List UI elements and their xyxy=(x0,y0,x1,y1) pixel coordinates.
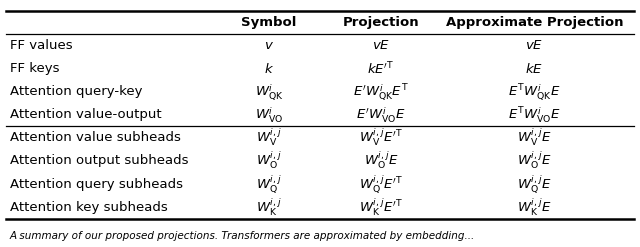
Text: $W_{\mathrm{O}}^{i,j}$: $W_{\mathrm{O}}^{i,j}$ xyxy=(256,150,282,171)
Text: $E'W_{\mathrm{VO}}^{i}E$: $E'W_{\mathrm{VO}}^{i}E$ xyxy=(356,105,406,124)
Text: $W_{\mathrm{V}}^{i,j}$: $W_{\mathrm{V}}^{i,j}$ xyxy=(256,127,282,148)
Text: $W_{\mathrm{K}}^{i,j}$: $W_{\mathrm{K}}^{i,j}$ xyxy=(256,197,282,218)
Text: Attention output subheads: Attention output subheads xyxy=(10,154,188,167)
Text: Attention query subheads: Attention query subheads xyxy=(10,178,182,190)
Text: $kE'^{\mathrm{T}}$: $kE'^{\mathrm{T}}$ xyxy=(367,61,395,77)
Text: $vE$: $vE$ xyxy=(525,39,543,52)
Text: $E'W_{\mathrm{QK}}^{i}E^{\mathrm{T}}$: $E'W_{\mathrm{QK}}^{i}E^{\mathrm{T}}$ xyxy=(353,82,409,102)
Text: Attention key subheads: Attention key subheads xyxy=(10,201,167,214)
Text: $W_{\mathrm{K}}^{i,j}E$: $W_{\mathrm{K}}^{i,j}E$ xyxy=(517,197,552,218)
Text: Attention query-key: Attention query-key xyxy=(10,85,142,98)
Text: $W_{\mathrm{VO}}^{i}$: $W_{\mathrm{VO}}^{i}$ xyxy=(255,105,283,124)
Text: $E^{\mathrm{T}}W_{\mathrm{QK}}^{i}E$: $E^{\mathrm{T}}W_{\mathrm{QK}}^{i}E$ xyxy=(508,82,561,102)
Text: $vE$: $vE$ xyxy=(372,39,390,52)
Text: Attention value subheads: Attention value subheads xyxy=(10,131,180,144)
Text: FF values: FF values xyxy=(10,39,72,52)
Text: $k$: $k$ xyxy=(264,62,274,76)
Text: $v$: $v$ xyxy=(264,39,274,52)
Text: A summary of our proposed projections. Transformers are approximated by embeddin: A summary of our proposed projections. T… xyxy=(10,231,475,241)
Text: Symbol: Symbol xyxy=(241,16,296,29)
Text: $W_{\mathrm{Q}}^{i,j}$: $W_{\mathrm{Q}}^{i,j}$ xyxy=(256,173,282,195)
Text: $W_{\mathrm{V}}^{i,j}E'^{\mathrm{T}}$: $W_{\mathrm{V}}^{i,j}E'^{\mathrm{T}}$ xyxy=(359,127,403,148)
Text: FF keys: FF keys xyxy=(10,62,59,75)
Text: $kE$: $kE$ xyxy=(525,62,543,76)
Text: $W_{\mathrm{QK}}^{i}$: $W_{\mathrm{QK}}^{i}$ xyxy=(255,82,283,102)
Text: $W_{\mathrm{O}}^{i,j}E$: $W_{\mathrm{O}}^{i,j}E$ xyxy=(517,150,552,171)
Text: $W_{\mathrm{K}}^{i,j}E'^{\mathrm{T}}$: $W_{\mathrm{K}}^{i,j}E'^{\mathrm{T}}$ xyxy=(359,197,403,218)
Text: $W_{\mathrm{Q}}^{i,j}E'^{\mathrm{T}}$: $W_{\mathrm{Q}}^{i,j}E'^{\mathrm{T}}$ xyxy=(359,173,403,195)
Text: Attention value-output: Attention value-output xyxy=(10,108,161,121)
Text: Approximate Projection: Approximate Projection xyxy=(445,16,623,29)
Text: $W_{\mathrm{V}}^{i,j}E$: $W_{\mathrm{V}}^{i,j}E$ xyxy=(517,127,552,148)
Text: Projection: Projection xyxy=(342,16,419,29)
Text: $W_{\mathrm{O}}^{i,j}E$: $W_{\mathrm{O}}^{i,j}E$ xyxy=(364,150,398,171)
Text: $E^{\mathrm{T}}W_{\mathrm{VO}}^{i}E$: $E^{\mathrm{T}}W_{\mathrm{VO}}^{i}E$ xyxy=(508,105,561,124)
Text: $W_{\mathrm{Q}}^{i,j}E$: $W_{\mathrm{Q}}^{i,j}E$ xyxy=(517,173,552,195)
